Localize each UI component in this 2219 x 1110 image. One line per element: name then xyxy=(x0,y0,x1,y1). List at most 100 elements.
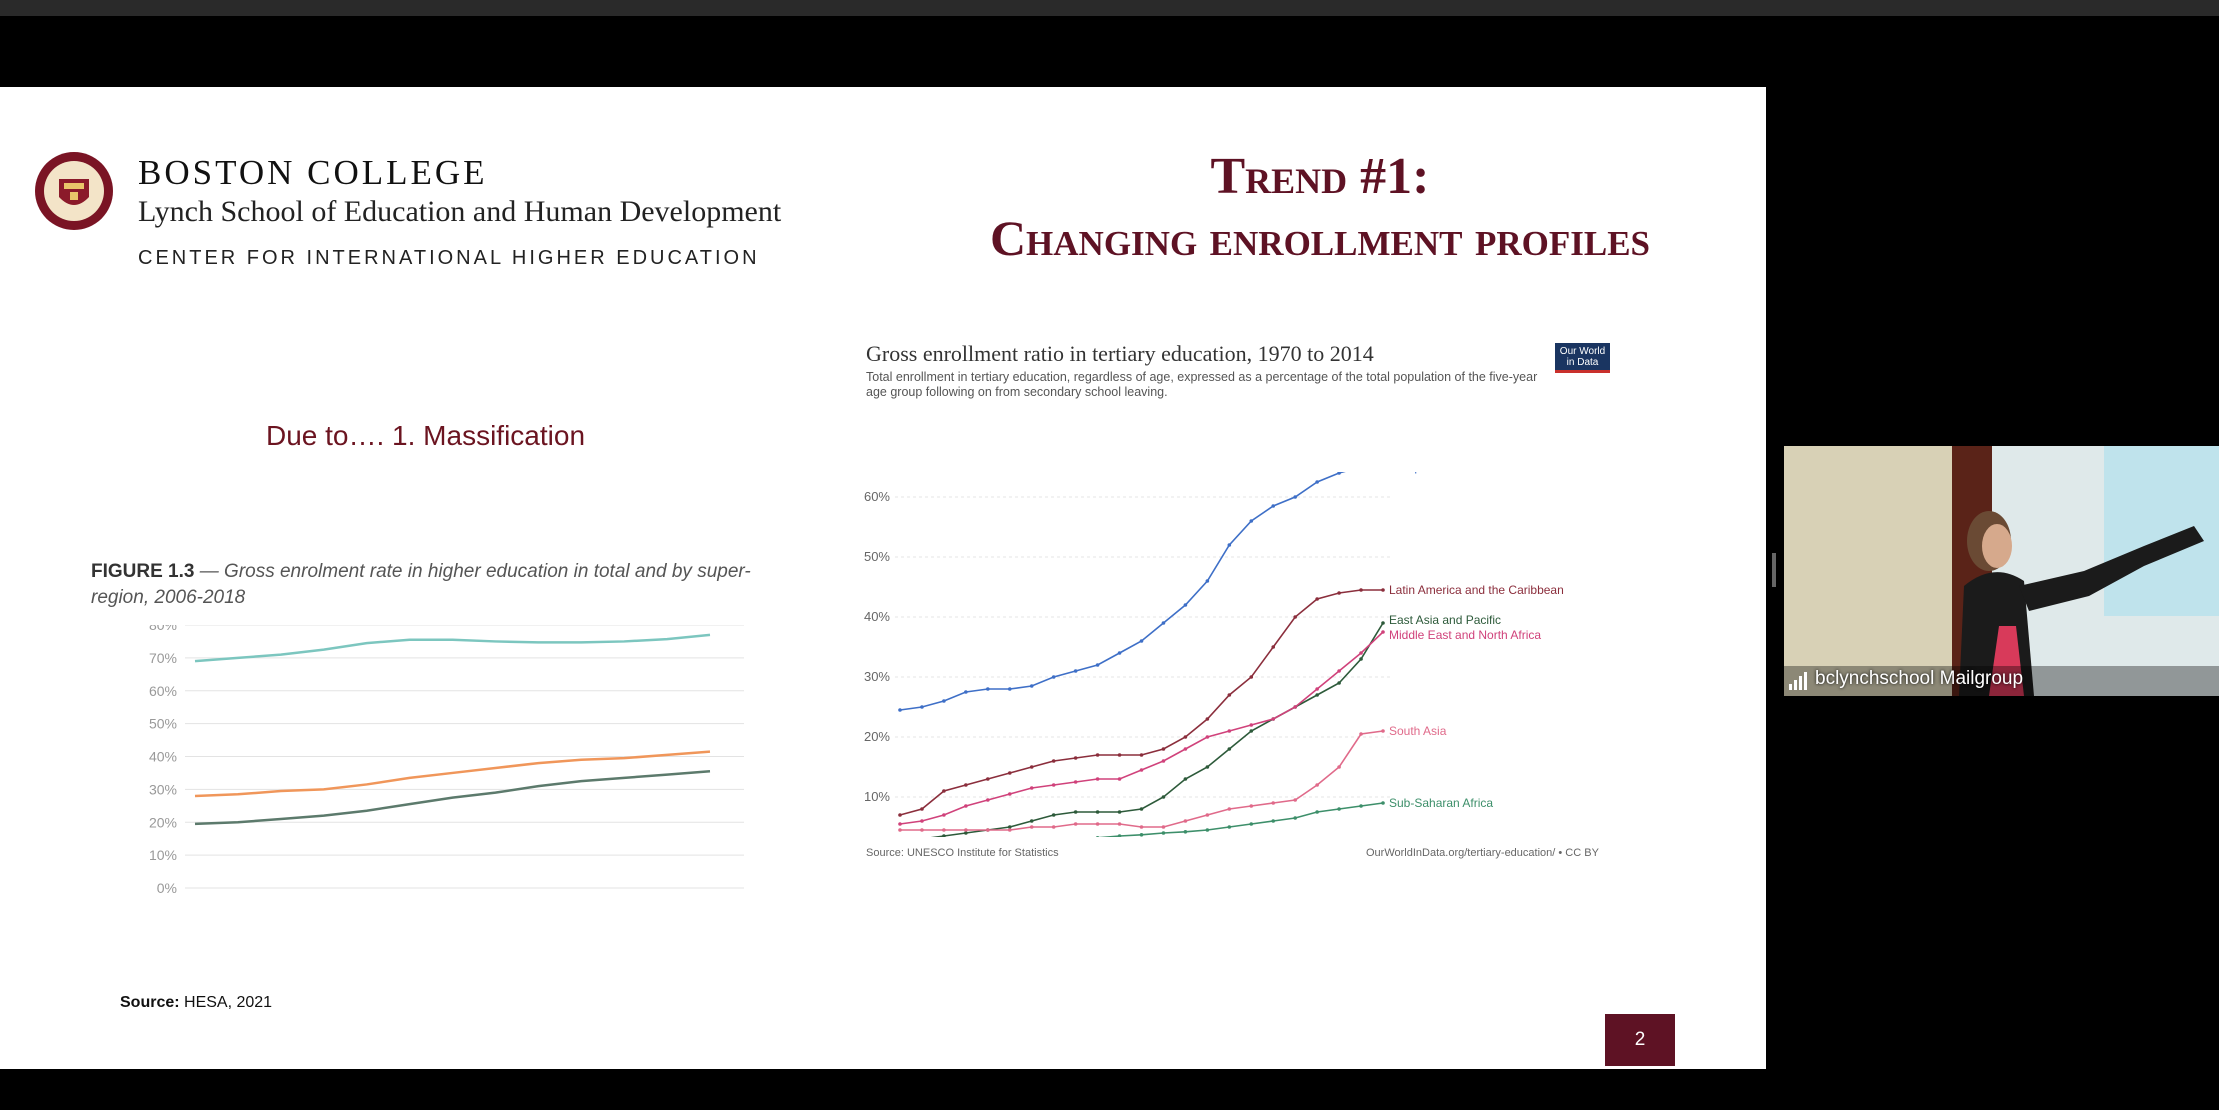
participant-video-tile[interactable] xyxy=(1784,446,2219,696)
page-number-badge: 2 xyxy=(1605,1014,1675,1066)
data-point xyxy=(1315,597,1319,601)
data-point xyxy=(1315,687,1319,691)
y-tick-label: 70% xyxy=(149,650,177,666)
data-point xyxy=(1139,639,1144,643)
data-point xyxy=(1315,810,1319,814)
data-point xyxy=(920,828,924,832)
data-point xyxy=(942,699,946,703)
data-point xyxy=(1095,822,1100,826)
data-point xyxy=(1117,822,1122,826)
data-point xyxy=(1359,732,1363,736)
data-point xyxy=(1007,825,1012,829)
series-line-global-north xyxy=(194,633,711,663)
data-point xyxy=(1073,822,1078,826)
series-line-latin-america-and-the-caribbean xyxy=(899,589,1383,816)
right-figure-url: OurWorldInData.org/tertiary-education/ •… xyxy=(1366,847,1599,859)
series-label: East Asia and Pacific xyxy=(1389,613,1501,627)
data-point xyxy=(1205,717,1210,721)
data-point xyxy=(1249,729,1254,733)
panel-resize-handle[interactable] xyxy=(1772,553,1776,587)
data-point xyxy=(1315,693,1319,697)
center-name: CENTER FOR INTERNATIONAL HIGHER EDUCATIO… xyxy=(138,247,760,269)
data-point xyxy=(1161,759,1166,763)
data-point xyxy=(986,777,990,781)
y-tick-label: 60% xyxy=(149,683,177,699)
data-point xyxy=(1205,813,1210,817)
data-point xyxy=(1205,765,1210,769)
data-point xyxy=(898,828,902,832)
data-point xyxy=(1161,795,1166,799)
data-point xyxy=(1073,669,1078,673)
data-point xyxy=(1359,588,1363,592)
y-tick-label: 40% xyxy=(864,609,890,624)
figure-label: FIGURE 1.3 xyxy=(91,561,195,582)
boston-college-seal-logo xyxy=(35,152,113,230)
data-point xyxy=(986,798,990,802)
right-line-chart: 0%10%20%30%40%50%60%19701980199020002014… xyxy=(864,472,1564,837)
data-point xyxy=(1337,807,1341,811)
data-point xyxy=(1139,825,1144,829)
data-point xyxy=(1293,615,1297,619)
data-point xyxy=(1117,651,1122,655)
data-point xyxy=(1095,836,1100,837)
data-point xyxy=(1007,828,1012,832)
data-point xyxy=(1315,480,1319,484)
series-label: South Asia xyxy=(1389,724,1447,738)
y-tick-label: 60% xyxy=(864,489,890,504)
college-name: BOSTON COLLEGE xyxy=(138,153,488,192)
source-label: Source: xyxy=(120,994,180,1011)
data-point xyxy=(1073,756,1078,760)
data-point xyxy=(1337,591,1341,595)
data-point xyxy=(1051,759,1056,763)
y-tick-label: 0% xyxy=(157,880,177,896)
data-point xyxy=(1293,495,1297,499)
data-point xyxy=(964,690,968,694)
data-point xyxy=(1029,819,1034,823)
left-figure-source: Source: HESA, 2021 xyxy=(120,994,272,1012)
data-point xyxy=(1117,834,1122,837)
data-point xyxy=(1139,807,1144,811)
data-point xyxy=(1183,603,1188,607)
data-point xyxy=(1337,765,1341,769)
data-point xyxy=(1205,735,1210,739)
slide-frame: BOSTON COLLEGE Lynch School of Education… xyxy=(0,16,1766,1085)
slide-title-line1: Trend #1: xyxy=(1210,148,1430,205)
data-point xyxy=(1007,771,1012,775)
participant-name: bclynchschool Mailgroup xyxy=(1815,668,2024,689)
data-point xyxy=(1227,747,1232,751)
data-point xyxy=(1029,825,1034,829)
figure-caption: — Gross enrolment rate in higher educati… xyxy=(91,561,751,608)
data-point xyxy=(1249,519,1254,523)
y-tick-label: 20% xyxy=(149,814,177,830)
series-line-europe-and-central-asia xyxy=(899,472,1346,711)
right-figure-source: Source: UNESCO Institute for Statistics xyxy=(866,847,1059,859)
data-point xyxy=(1007,687,1012,691)
data-point xyxy=(898,813,902,817)
y-tick-label: 30% xyxy=(149,781,177,797)
data-point xyxy=(1095,753,1100,757)
data-point xyxy=(1271,645,1276,649)
data-point xyxy=(1293,798,1297,802)
data-point xyxy=(1007,792,1012,796)
data-point xyxy=(1315,783,1319,787)
video-frame-image xyxy=(1784,446,2219,696)
right-figure-title: Gross enrollment ratio in tertiary educa… xyxy=(866,341,1374,366)
data-point xyxy=(1381,588,1385,592)
data-point xyxy=(964,804,968,808)
data-point xyxy=(1249,675,1254,679)
data-point xyxy=(1271,819,1276,823)
data-point xyxy=(1183,777,1188,781)
data-point xyxy=(1227,543,1232,547)
bottom-black-bar xyxy=(0,1069,1766,1110)
y-tick-label: 50% xyxy=(864,549,890,564)
data-point xyxy=(1051,813,1056,817)
data-point xyxy=(986,687,990,691)
data-point xyxy=(920,705,924,709)
data-point xyxy=(942,828,946,832)
data-point xyxy=(1359,651,1363,655)
left-figure-title: FIGURE 1.3 — Gross enrolment rate in hig… xyxy=(91,559,771,611)
window-top-bar xyxy=(0,0,2219,16)
data-point xyxy=(1139,753,1144,757)
data-point xyxy=(986,828,990,832)
data-point xyxy=(1161,831,1166,835)
